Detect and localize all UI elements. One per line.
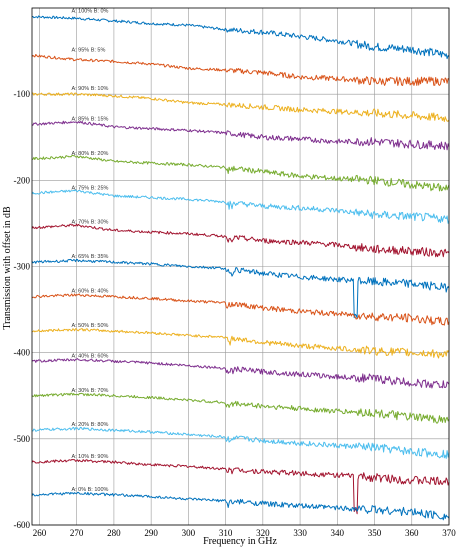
plot-frame: [31, 7, 450, 526]
series-line: [31, 328, 450, 359]
x-tick-label: 340: [331, 528, 345, 538]
series-label: A: 40% B: 60%: [71, 353, 108, 359]
y-tick-label: -100: [14, 89, 31, 99]
series-label: A: 90% B: 10%: [71, 86, 108, 92]
y-tick-label: -200: [14, 175, 31, 185]
x-tick-label: 270: [70, 528, 84, 538]
x-tick-label: 300: [182, 528, 196, 538]
series-line: [31, 491, 450, 521]
y-tick-label: -300: [14, 262, 31, 272]
series-line: [31, 223, 450, 258]
series-line: [31, 15, 450, 60]
x-tick-label: 360: [405, 528, 419, 538]
y-axis-ticks: -100 -200 -300 -400 -500 -600: [14, 89, 31, 530]
x-tick-label: 350: [368, 528, 382, 538]
series-label: A: 85% B: 15%: [71, 116, 108, 122]
series-labels: A: 100% B: 0% A: 95% B: 5% A: 90% B: 10% A:…: [71, 9, 108, 493]
series-line: [31, 358, 450, 389]
y-axis-label: Transmission with offset in dB: [2, 206, 13, 330]
series-line: [31, 293, 450, 326]
series-label: A: 30% B: 70%: [71, 388, 108, 394]
x-tick-label: 310: [219, 528, 233, 538]
series-label: A: 100% B: 0%: [71, 9, 108, 15]
series-label: A: 80% B: 20%: [71, 151, 108, 157]
series-traces: [31, 15, 450, 521]
series-line: [31, 426, 450, 459]
y-tick-label: -500: [14, 434, 31, 444]
series-label: A: 95% B: 5%: [71, 47, 105, 53]
x-tick-label: 260: [33, 528, 47, 538]
series-label: A: 70% B: 30%: [71, 220, 108, 226]
series-label: A: 60% B: 40%: [71, 289, 108, 295]
series-label: A: 75% B: 25%: [71, 185, 108, 191]
series-label: A: 65% B: 35%: [71, 254, 108, 260]
series-line: [31, 459, 450, 515]
x-tick-label: 330: [293, 528, 307, 538]
x-tick-label: 280: [107, 528, 121, 538]
series-label: A: 0% B: 100%: [71, 487, 108, 493]
series-line: [31, 258, 450, 319]
y-tick-label: -400: [14, 348, 31, 358]
series-line: [31, 154, 450, 192]
series-label: A: 10% B: 90%: [71, 454, 108, 460]
y-tick-label: -600: [14, 520, 31, 530]
series-label: A: 20% B: 80%: [71, 422, 108, 428]
x-tick-label: 320: [256, 528, 270, 538]
series-line: [31, 392, 450, 424]
series-label: A: 50% B: 50%: [71, 323, 108, 329]
x-tick-label: 370: [442, 528, 456, 538]
x-tick-label: 290: [144, 528, 158, 538]
x-axis-ticks: 260 270 280 290 300 310 320 330 340 350 360 370: [33, 528, 457, 538]
x-axis-label: Frequency in GHz: [203, 536, 277, 547]
series-line: [31, 92, 450, 122]
series-line: [31, 189, 450, 224]
series-line: [31, 120, 450, 151]
series-line: [31, 54, 450, 86]
